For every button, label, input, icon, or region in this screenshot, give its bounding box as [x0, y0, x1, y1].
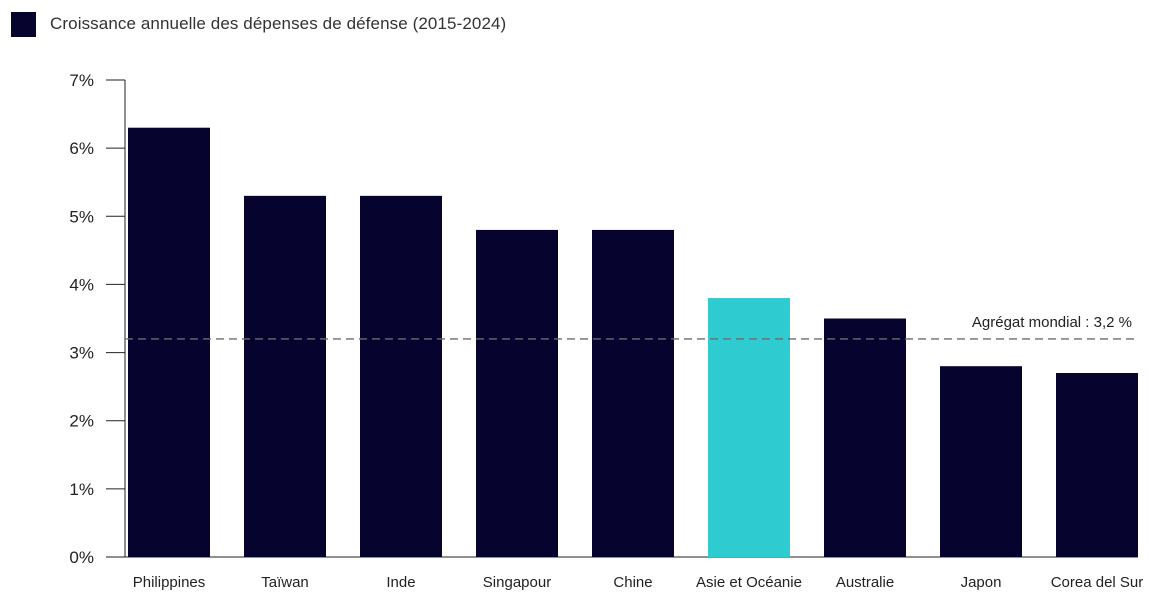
- y-tick-label: 3%: [69, 344, 94, 363]
- y-tick-label: 0%: [69, 548, 94, 567]
- y-tick-label: 2%: [69, 412, 94, 431]
- x-tick-label: Philippines: [133, 574, 206, 591]
- y-tick-label: 5%: [69, 207, 94, 226]
- y-axis: 0% 1% 2% 3% 4% 5% 6% 7%: [69, 71, 1138, 567]
- legend-label: Croissance annuelle des dépenses de défe…: [50, 14, 507, 33]
- x-tick-label: Chine: [613, 574, 652, 591]
- y-tick-label: 7%: [69, 71, 94, 90]
- bar-inde: [360, 195, 442, 558]
- bar-asie-et-oc-anie: [708, 298, 790, 557]
- reference-line-label: Agrégat mondial : 3,2 %: [972, 314, 1132, 331]
- x-tick-label: Taïwan: [261, 574, 309, 591]
- x-axis-labels: Philippines Taïwan Inde Singapour Chine Asie …: [133, 574, 1144, 591]
- bar-ta-wan: [244, 195, 326, 558]
- x-tick-label: Corea del Sur: [1051, 574, 1144, 591]
- chart-legend: Croissance annuelle des dépenses de défe…: [11, 9, 506, 39]
- bar-philippines: [128, 127, 210, 557]
- bar-chine: [592, 229, 674, 557]
- bar-japon: [940, 366, 1022, 557]
- y-tick-label: 4%: [69, 275, 94, 294]
- bar-australie: [824, 318, 906, 557]
- x-tick-label: Singapour: [483, 574, 551, 591]
- x-tick-label: Asie et Océanie: [696, 574, 802, 591]
- x-tick-label: Inde: [386, 574, 415, 591]
- x-tick-label: Australie: [836, 574, 894, 591]
- x-tick-label: Japon: [961, 574, 1002, 591]
- bar-corea-del-sur: [1056, 373, 1138, 557]
- y-tick-label: 6%: [69, 139, 94, 158]
- legend-swatch: [11, 11, 36, 37]
- bars: [128, 127, 1138, 558]
- bar-singapour: [476, 229, 558, 557]
- reference-line-group: Agrégat mondial : 3,2 %: [125, 314, 1138, 340]
- y-tick-label: 1%: [69, 480, 94, 499]
